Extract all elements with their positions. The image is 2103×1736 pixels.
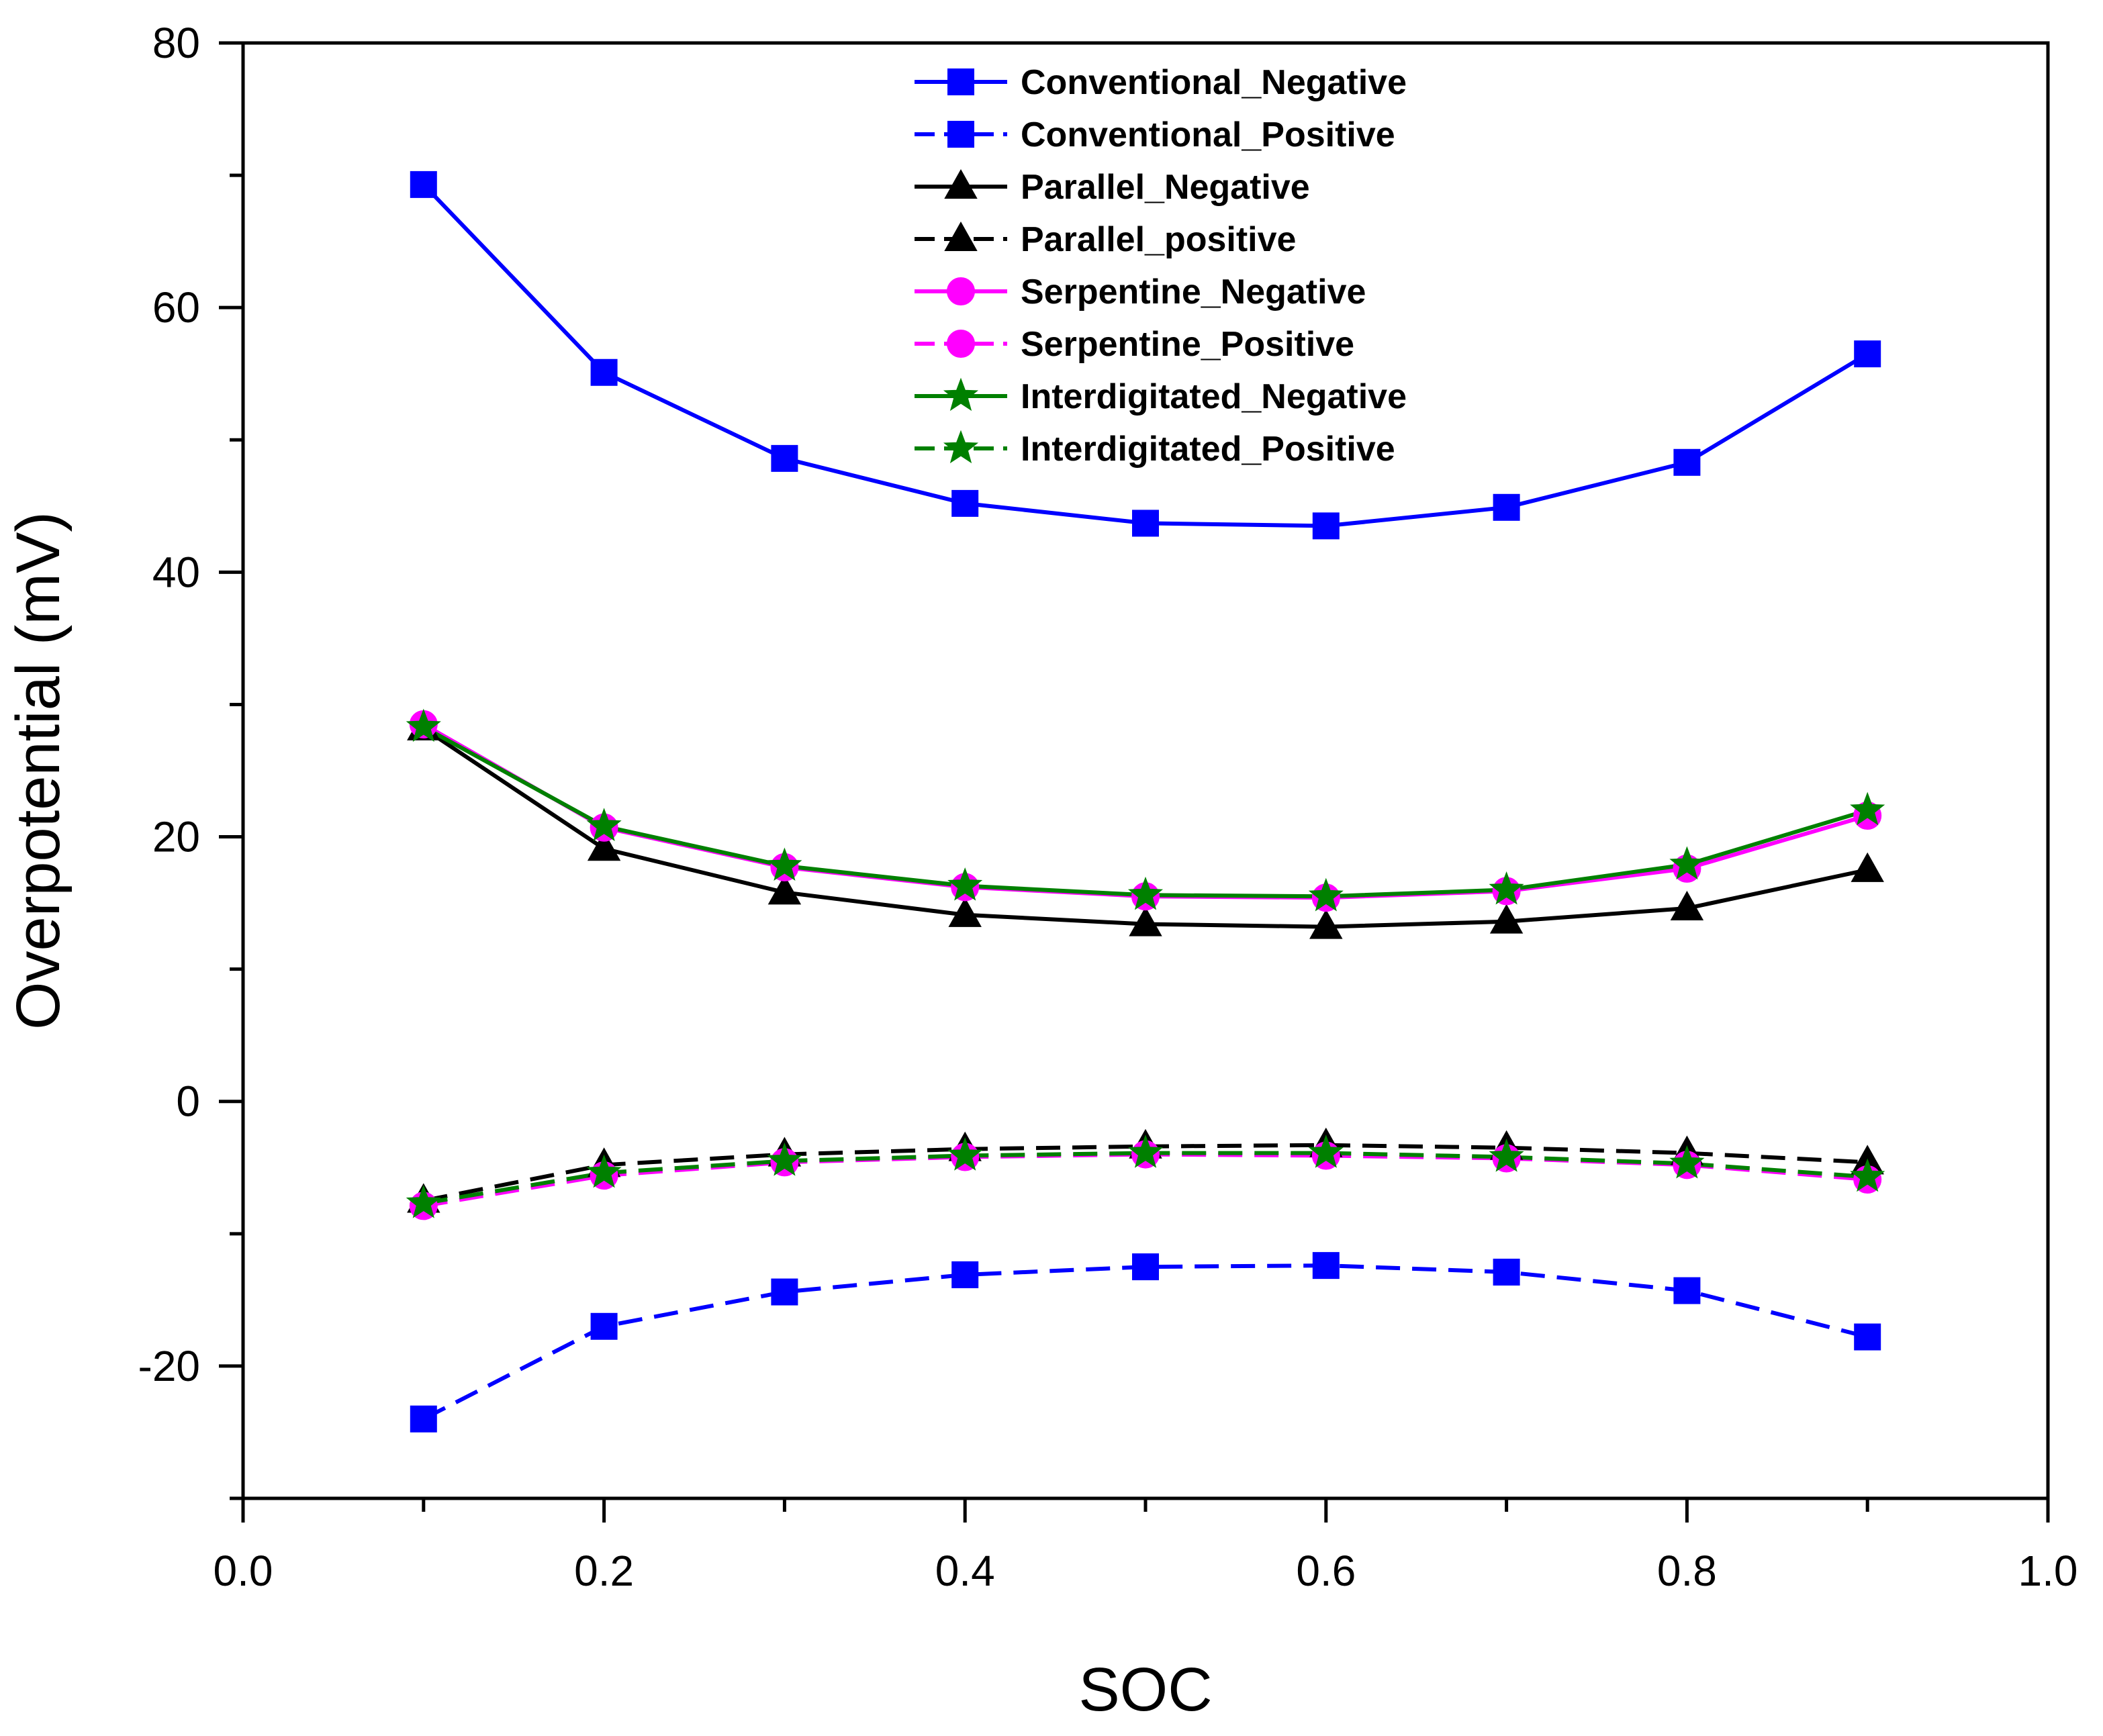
data-point [771,1278,798,1306]
data-point [948,897,982,927]
series-points-interdigitated-negative [406,708,1885,912]
data-point [767,847,802,881]
series-points-conventional-negative [410,171,1881,540]
data-point [767,1142,802,1176]
legend-entry-parallel-positive: Parallel_positive [915,220,1296,259]
data-point [1670,890,1704,920]
data-point [1308,877,1344,912]
legend: Conventional_Negative Conventional_Positi… [915,63,1407,469]
legend-label: Parallel_Negative [1021,168,1310,207]
data-point [1493,1258,1520,1286]
data-point [590,1312,618,1340]
data-point [1489,871,1524,905]
y-tick-label: 60 [152,283,200,332]
series-line-conventional-positive [422,1263,1868,1421]
series-markers [406,171,1885,1433]
legend-marker [947,68,974,95]
data-point [951,489,979,517]
legend-entry-interdigitated-negative: Interdigitated_Negative [915,377,1407,416]
x-axis-title: SOC [1078,1655,1212,1724]
legend-label: Parallel_positive [1021,220,1296,259]
series-points-interdigitated-positive [406,1135,1885,1218]
data-point [1312,1252,1340,1280]
legend-marker [944,221,978,251]
legend-marker [943,377,979,412]
legend-marker [943,430,979,464]
data-point [1489,1139,1524,1172]
y-tick-label: 20 [152,813,200,861]
series-points-conventional-positive [410,1252,1881,1433]
y-tick-label: 80 [152,19,200,67]
x-tick-label: 0.6 [1296,1547,1356,1595]
data-point [1851,852,1884,882]
data-point [1850,791,1885,826]
data-point [1669,846,1705,880]
y-tick-label: 0 [176,1077,200,1126]
data-point [1129,906,1162,936]
data-point [586,808,622,841]
data-point [1312,512,1340,540]
legend-marker [947,330,975,358]
data-point [1854,340,1881,368]
data-point [1308,1135,1344,1168]
legend-entry-conventional-negative: Conventional_Negative [915,63,1407,102]
x-tick-label: 0.4 [935,1547,995,1595]
legend-label: Serpentine_Positive [1021,325,1354,364]
data-point [1850,1158,1885,1192]
data-point [410,1405,437,1433]
x-tick-label: 0.2 [574,1547,634,1595]
legend-entry-parallel-negative: Parallel_Negative [915,168,1310,207]
data-point [587,831,621,861]
legend-entry-serpentine-negative: Serpentine_Negative [915,273,1366,311]
x-tick-label: 0.0 [214,1547,273,1595]
data-point [1669,1145,1705,1179]
data-point [406,1185,441,1218]
series-line-serpentine-negative [422,722,1869,900]
data-point [1854,1323,1881,1351]
legend-entry-interdigitated-positive: Interdigitated_Positive [915,430,1395,469]
legend-label: Serpentine_Negative [1021,273,1366,311]
legend-entry-serpentine-positive: Serpentine_Positive [915,325,1354,364]
data-point [947,867,983,901]
data-point [1673,448,1701,476]
y-tick-label: 40 [152,548,200,596]
series-lines [422,183,1869,1421]
legend-marker [944,168,978,199]
data-point [1132,1253,1159,1281]
legend-label: Conventional_Negative [1021,63,1407,102]
data-point [1493,493,1520,521]
data-point [951,1261,979,1288]
y-tick-label: -20 [138,1342,201,1390]
series-line-interdigitated-positive [423,1151,1868,1206]
legend-label: Interdigitated_Positive [1021,430,1395,469]
data-point [1489,904,1524,934]
legend-label: Interdigitated_Negative [1021,377,1407,416]
data-point [586,1154,622,1188]
axis-ticks: 0.0 0.2 0.4 0.6 0.8 1.0 -20 0 20 40 60 80 [138,19,2078,1595]
y-axis-title: Overpotential (mV) [4,512,73,1030]
data-point [1132,510,1159,537]
data-point [410,171,437,198]
x-tick-label: 1.0 [2018,1547,2078,1595]
series-line-interdigitated-negative [422,725,1869,899]
data-point [1309,909,1343,939]
legend-marker [947,121,974,148]
data-point [590,358,618,386]
legend-marker [947,277,975,305]
data-point [406,708,441,742]
data-point [767,875,802,905]
legend-entry-conventional-positive: Conventional_Positive [915,115,1395,154]
data-point [771,444,798,472]
data-point [1127,876,1164,910]
data-point [1127,1135,1164,1168]
legend-label: Conventional_Positive [1021,115,1395,154]
data-point [1673,1277,1701,1304]
x-tick-label: 0.8 [1657,1547,1717,1595]
data-point [947,1137,983,1171]
